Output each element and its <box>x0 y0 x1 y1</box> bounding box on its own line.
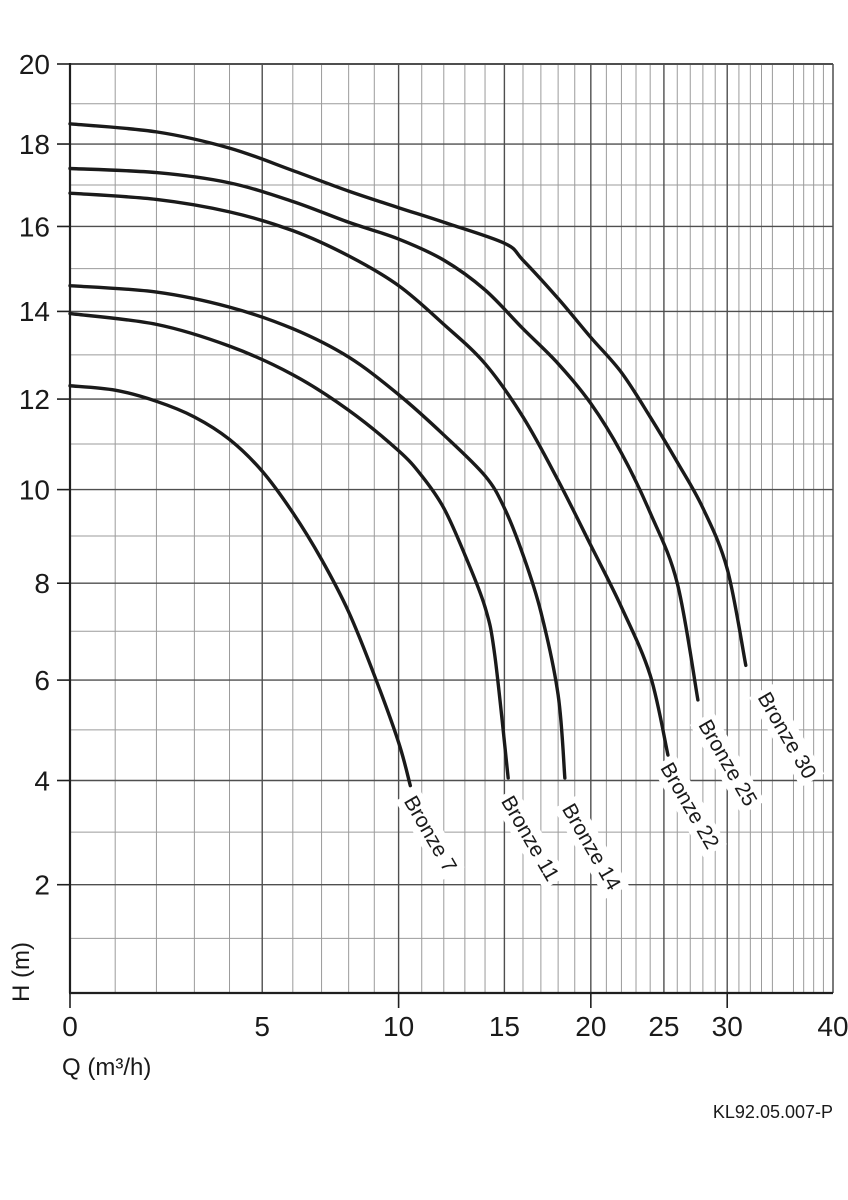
y-tick-label: 8 <box>34 568 50 599</box>
curve-label-halo <box>651 754 728 858</box>
curve-label-halo <box>492 787 567 890</box>
y-tick-label: 4 <box>34 765 50 796</box>
drawing-number: KL92.05.007-P <box>712 1102 833 1122</box>
pump-curve <box>68 191 670 757</box>
y-tick-label: 16 <box>19 211 50 242</box>
curve-label-halo <box>553 795 629 899</box>
x-tick-label: 25 <box>648 1011 679 1042</box>
pump-curve <box>68 122 748 668</box>
pump-curve <box>68 311 510 780</box>
curve-label-halo <box>395 787 465 881</box>
curve-label: Bronze 22 <box>655 759 723 853</box>
curve-label: Bronze 11 <box>496 792 563 885</box>
x-tick-label: 10 <box>383 1011 414 1042</box>
y-axis-title: H (m) <box>8 942 35 1002</box>
x-tick-label: 30 <box>712 1011 743 1042</box>
x-tick-label: 0 <box>62 1011 78 1042</box>
curve-label-halo <box>749 683 825 788</box>
pump-curve <box>68 384 413 788</box>
y-tick-label: 6 <box>34 665 50 696</box>
curve-label-group: Bronze 22 <box>651 754 728 858</box>
y-tick-label: 10 <box>19 474 50 505</box>
x-tick-label: 20 <box>575 1011 606 1042</box>
curve-label: Bronze 30 <box>753 688 821 782</box>
x-tick-label: 40 <box>817 1011 848 1042</box>
y-tick-label: 20 <box>19 49 50 80</box>
y-tick-label: 2 <box>34 870 50 901</box>
y-tick-label: 12 <box>19 384 50 415</box>
curve-label-group: Bronze 30 <box>749 683 825 788</box>
y-tick-label: 18 <box>19 129 50 160</box>
curve-label-group: Bronze 7 <box>395 787 465 881</box>
pump-curve <box>68 283 567 780</box>
x-tick-label: 15 <box>489 1011 520 1042</box>
curve-label: Bronze 7 <box>399 792 461 876</box>
curve-label-halo <box>689 711 766 815</box>
y-tick-label: 14 <box>19 296 50 327</box>
x-tick-label: 5 <box>254 1011 270 1042</box>
pump-curve <box>68 166 700 702</box>
x-axis-title: Q (m³/h) <box>62 1054 152 1081</box>
